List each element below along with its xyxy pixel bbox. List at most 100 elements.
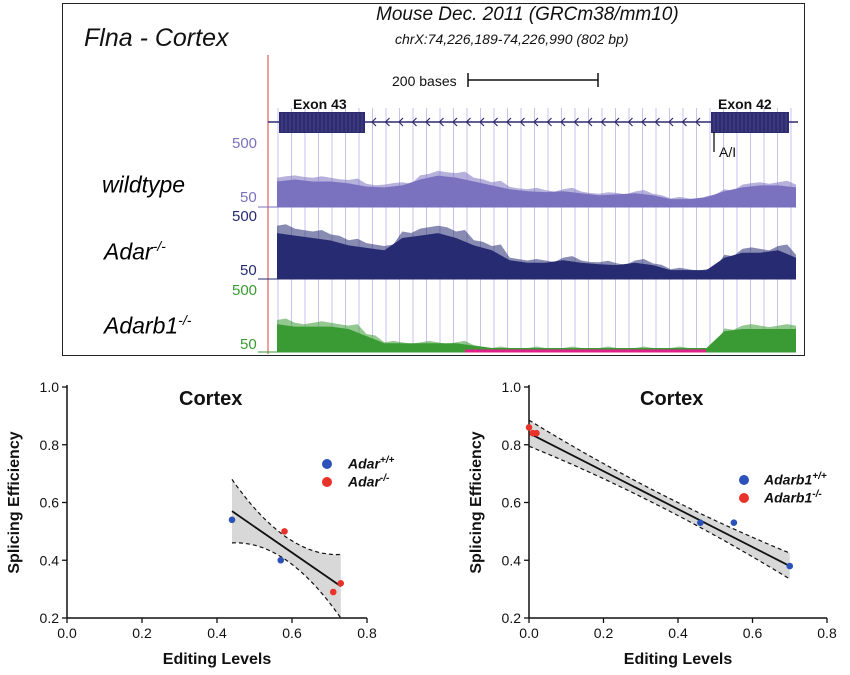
data-point [697,519,704,527]
coverage-area [277,175,796,207]
coverage-area [277,233,796,279]
strand-chevron [479,117,485,127]
legend-marker-adarb1-ko [739,493,749,503]
strand-chevron [398,117,404,127]
legend-sup: -/- [812,489,822,500]
x-tick-label: 0.8 [357,625,377,641]
legend-marker-adar-ko [322,477,332,487]
strand-chevron [519,117,525,127]
strand-chevron [465,117,471,127]
data-point [329,588,337,596]
legend-label-adarb1-ko: Adarb1-/- [764,489,822,506]
scale-bottom-wildtype: 50 [240,189,257,206]
legend-label-adar-ko: Adar-/- [348,473,389,490]
y-tick-label: 0.6 [502,495,522,511]
legend-name: Adarb1 [764,471,813,488]
y-tick-label: 0.2 [40,610,60,626]
data-point [337,580,345,587]
strand-chevron [425,117,431,127]
track-name: Adar [104,238,153,265]
strand-chevron [681,117,687,127]
strand-chevron [452,117,458,127]
y-tick-label: 0.4 [40,552,60,568]
track-name: Adarb1 [104,312,179,339]
strand-chevron [411,117,417,127]
exon-42-label: Exon 42 [718,96,772,112]
ci-upper-line [231,479,341,556]
x-tick-label: 0.4 [207,625,227,641]
track-name: wildtype [102,171,186,198]
strand-chevron [506,117,512,127]
data-point [281,528,288,535]
y-tick-label: 1.0 [40,379,60,395]
data-point [786,562,794,570]
y-tick-label: 0.4 [502,552,522,568]
track-label-adar: Adar-/- [104,238,166,266]
legend-label-adarb1-wt: Adarb1+/+ [764,471,827,488]
regression-line [231,510,342,587]
browser-grid [277,108,792,352]
scale-bar-label: 200 bases [392,73,457,89]
strand-chevron [668,117,674,127]
data-point [533,429,540,437]
exon-43-label: Exon 43 [293,96,347,112]
x-tick-label: 0.2 [132,625,152,641]
strand-chevron [533,117,539,127]
strand-chevron [546,117,552,127]
strand-chevron [587,117,593,127]
strand-chevron [614,117,620,127]
strand-chevron [654,117,660,127]
strand-chevron [695,117,701,127]
legend-sup: +/+ [812,471,827,482]
strand-chevron [600,117,606,127]
ci-lower-line [231,542,342,619]
ci-upper-line [528,419,790,554]
scale-top-adar: 500 [232,208,258,225]
data-point [277,556,285,564]
genome-browser-panel [62,3,805,356]
scale-top-wildtype: 500 [232,135,258,152]
plot-title-right: Cortex [640,388,704,410]
x-tick-label: 0.2 [594,625,614,641]
editing-site-label: A/I [719,144,736,160]
scale-top-adarb1: 500 [232,282,258,299]
x-tick-label: 0.0 [57,625,77,641]
legend-sup: +/+ [379,455,395,466]
x-tick-label: 0.6 [282,625,302,641]
x-tick-label: 0.8 [817,625,837,641]
ci-lower-line [528,445,791,580]
track-sup: -/- [178,312,192,328]
legend-marker-adar-wt [322,459,332,469]
strand-chevron [573,117,579,127]
scale-bar: 200 bases [392,73,599,89]
track-label-wildtype: wildtype [102,171,185,199]
strand-chevron [641,117,647,127]
strand-chevron [492,117,498,127]
scale-bottom-adar: 50 [240,262,257,279]
y-tick-label: 0.8 [502,437,522,453]
strand-chevron [560,117,566,127]
legend-name: Adar [348,473,380,490]
regression-line [528,432,791,567]
scale-bottom-adarb1: 50 [240,336,257,353]
y-axis-label: Splicing Efficiency [468,431,485,573]
data-point [525,424,533,431]
legend-sup: -/- [379,473,390,484]
y-tick-label: 0.8 [40,437,60,453]
gene-model [268,112,798,133]
data-point [228,516,236,524]
assembly-label: Mouse Dec. 2011 (GRCm38/mm10) [376,4,679,25]
x-axis-label: Editing Levels [163,651,272,668]
coordinates-label: chrX:74,226,189-74,226,990 (802 bp) [395,31,629,47]
x-axis-label: Editing Levels [624,651,733,668]
y-tick-label: 1.0 [502,379,522,395]
legend-label-adar-wt: Adar+/+ [348,455,394,472]
x-tick-label: 0.0 [519,625,539,641]
legend-marker-adarb1-wt [739,475,749,485]
plot-title-left: Cortex [179,388,243,410]
coverage-area [277,324,796,352]
x-tick-label: 0.6 [743,625,763,641]
browser-tracks: 200 bases Exon 43 Exon 42 A/I [258,55,798,354]
track-sup: -/- [152,238,166,254]
